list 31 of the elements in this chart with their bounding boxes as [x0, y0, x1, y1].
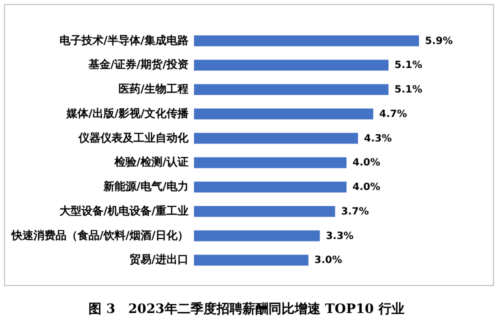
bar — [194, 132, 358, 144]
y-tick-label: 检验/检测/认证 — [113, 156, 188, 169]
data-label: 5.1% — [394, 84, 422, 96]
y-tick-label: 基金/证券/期货/投资 — [87, 58, 188, 72]
bar — [194, 230, 320, 242]
y-tick-label: 电子技术/半导体/集成电路 — [59, 34, 188, 47]
data-label: 5.1% — [394, 60, 422, 72]
data-label: 4.0% — [352, 182, 380, 194]
y-tick-label: 新能源/电气/电力 — [102, 180, 188, 194]
y-tick-label: 快速消费品（食品/饮料/烟酒/日化） — [10, 228, 188, 242]
bar — [194, 254, 308, 266]
bar — [194, 60, 388, 71]
data-label: 4.0% — [352, 158, 380, 169]
bar — [194, 108, 374, 120]
data-label: 5.9% — [425, 36, 453, 47]
bar — [194, 182, 347, 193]
data-label: 4.7% — [379, 108, 407, 120]
y-tick-label: 大型设备/机电设备/重工业 — [59, 204, 188, 218]
y-tick-label: 仪器仪表及工业自动化 — [78, 131, 190, 144]
data-label: 3.0% — [314, 255, 342, 266]
data-label: 4.3% — [364, 133, 392, 144]
data-label: 3.7% — [341, 206, 369, 218]
bar — [194, 157, 347, 168]
bar — [194, 206, 336, 217]
bar — [194, 84, 388, 96]
y-tick-label: 贸易/进出口 — [129, 253, 188, 266]
y-tick-label: 医药/生物工程 — [118, 82, 188, 96]
text: 图 3 2023年二季度招聘薪酬同比增速 TOP10 行业 — [88, 301, 404, 317]
bar — [194, 35, 419, 46]
data-label: 3.3% — [326, 230, 354, 242]
y-tick-label: 媒体/出版/影视/文化传播 — [65, 106, 190, 120]
